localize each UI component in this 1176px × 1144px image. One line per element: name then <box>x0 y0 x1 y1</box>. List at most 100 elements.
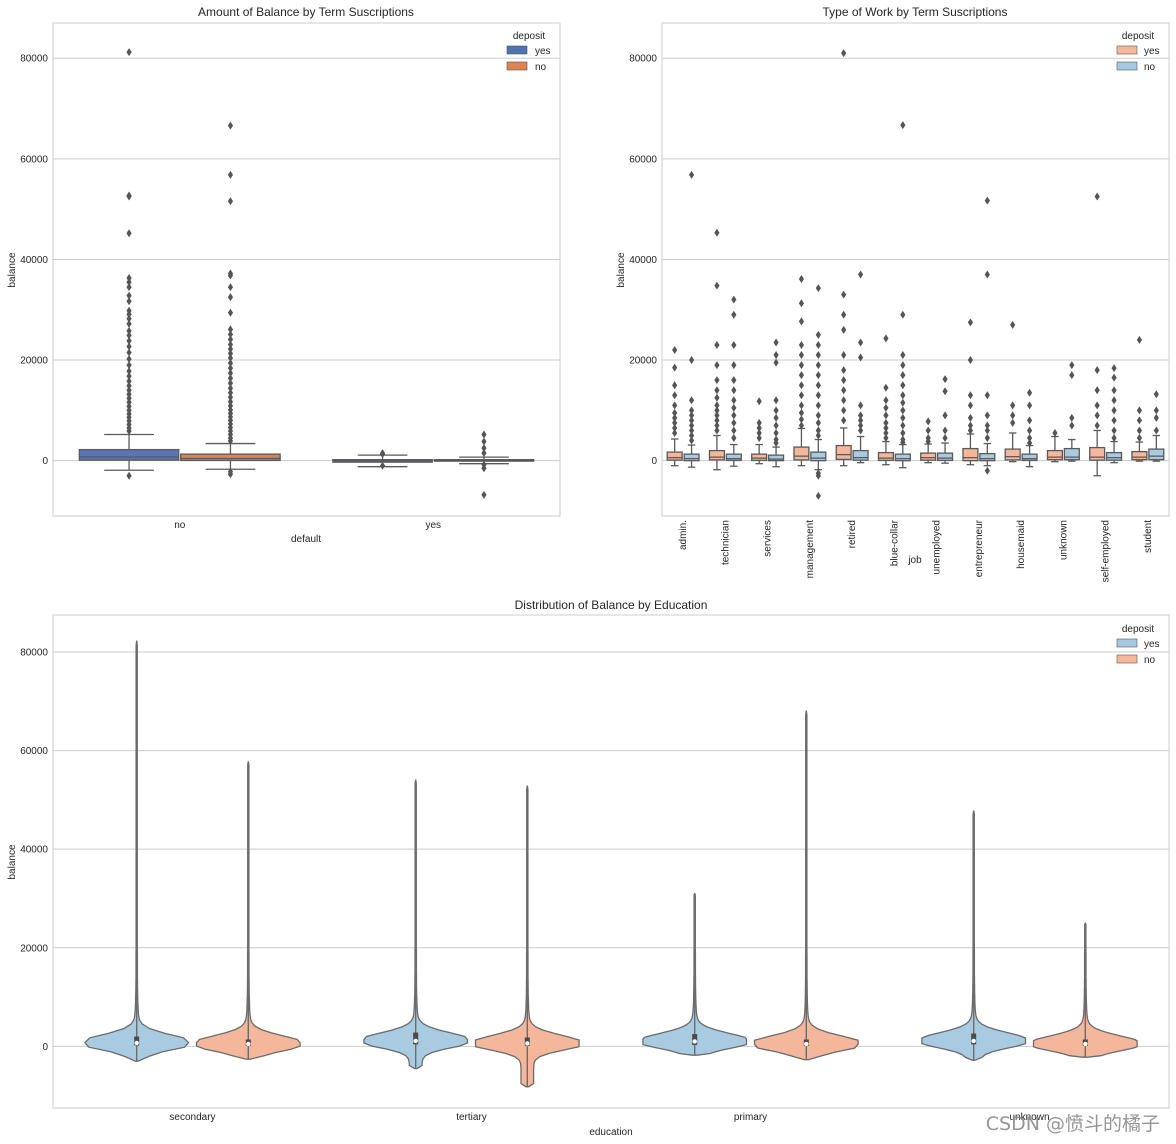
y-tick-label: 60000 <box>629 154 657 165</box>
outlier-point <box>984 434 990 443</box>
outlier-point <box>672 423 678 432</box>
outlier-point <box>126 372 132 381</box>
outlier-point <box>857 411 864 420</box>
outlier-point <box>688 406 695 415</box>
outlier-point <box>714 376 720 385</box>
x-tick-label: technician <box>720 520 731 565</box>
outlier-point <box>883 418 889 427</box>
outlier-point <box>1136 434 1143 443</box>
outlier-point <box>688 416 695 425</box>
outlier-point <box>967 318 974 327</box>
outlier-point <box>815 361 821 370</box>
outlier-point <box>126 297 132 306</box>
outlier-point <box>942 375 948 384</box>
outlier-point <box>773 338 779 347</box>
outlier-point <box>731 295 737 304</box>
x-tick-label: blue-collar <box>889 519 900 566</box>
violin-median <box>804 1041 809 1047</box>
outlier-point <box>688 411 695 420</box>
outlier-point <box>815 426 821 435</box>
outlier-point <box>126 390 132 399</box>
outlier-point <box>481 464 487 473</box>
outlier-point <box>925 417 931 426</box>
outlier-point <box>984 270 990 279</box>
outlier-point <box>798 415 805 424</box>
outlier-point <box>841 376 847 385</box>
panel-balance-by-term: Amount of Balance by Term Suscriptions 0… <box>7 5 561 545</box>
outlier-point <box>688 431 695 440</box>
y-axis-label: balance <box>616 252 627 287</box>
outlier-point <box>1153 413 1159 422</box>
outlier-point <box>688 436 695 445</box>
y-tick-label: 80000 <box>20 54 48 65</box>
outlier-point <box>942 426 948 435</box>
box-iqr <box>683 453 700 462</box>
outlier-point <box>731 340 737 349</box>
y-tick-label: 60000 <box>20 746 48 757</box>
outlier-point <box>967 421 974 430</box>
outlier-point <box>883 396 889 405</box>
x-tick-label: management <box>805 520 816 579</box>
outlier-point <box>1094 411 1100 420</box>
outlier-point <box>857 353 864 362</box>
chart-title: Type of Work by Term Suscriptions <box>823 5 1008 19</box>
outlier-point <box>227 340 234 349</box>
outlier-point <box>227 359 234 368</box>
outlier-point <box>1026 434 1033 443</box>
outlier-point <box>841 406 847 415</box>
watermark: CSDN @愤斗的橘子 <box>985 1113 1160 1135</box>
outlier-point <box>773 428 779 437</box>
outlier-point <box>227 335 234 344</box>
outlier-point <box>126 377 132 386</box>
box-no-technician <box>725 295 742 467</box>
violin-no-secondary <box>195 761 301 1060</box>
panel-work-by-term: Type of Work by Term Suscriptions 0 20000… <box>616 5 1170 582</box>
outlier-point <box>756 418 762 427</box>
y-axis-label: balance <box>7 844 18 879</box>
outlier-point <box>672 428 678 437</box>
outlier-point <box>798 361 805 370</box>
outlier-point <box>967 356 974 365</box>
box-iqr <box>1046 449 1064 461</box>
outlier-point <box>883 423 889 432</box>
legend-title: deposit <box>1122 31 1154 42</box>
outlier-point <box>883 434 889 443</box>
x-tick-label: no <box>174 520 186 531</box>
x-tick-label: housemaid <box>1016 520 1027 569</box>
outlier-point <box>1026 401 1033 410</box>
box-iqr <box>1004 448 1021 461</box>
outlier-point <box>798 340 805 349</box>
outlier-point <box>1052 428 1058 437</box>
outlier-point <box>714 361 720 370</box>
y-axis-label: balance <box>7 252 18 287</box>
outlier-point <box>126 361 132 370</box>
outlier-point <box>481 444 487 453</box>
outlier-point <box>841 396 847 405</box>
outlier-point <box>227 354 234 363</box>
outlier-point <box>815 401 821 410</box>
box-iqr <box>920 452 937 461</box>
outlier-point <box>773 439 779 448</box>
outlier-point <box>126 48 132 57</box>
outlier-point <box>756 423 762 432</box>
outlier-point <box>967 426 974 435</box>
outlier-point <box>227 374 234 383</box>
plot-frame <box>52 22 561 517</box>
y-tick-label: 20000 <box>629 356 657 367</box>
outlier-point <box>1136 426 1143 435</box>
outlier-point <box>227 470 234 479</box>
outlier-point <box>379 461 386 470</box>
x-tick-label: yes <box>425 520 441 531</box>
outlier-point <box>815 330 821 339</box>
outlier-point <box>942 434 948 443</box>
box-yes-self-employed <box>1089 192 1106 477</box>
outlier-point <box>967 413 974 422</box>
box-iqr <box>1063 447 1080 461</box>
box-yes-entrepreneur <box>962 318 979 466</box>
outlier-point <box>900 381 906 390</box>
outlier-point <box>984 426 990 435</box>
box-no-blue-collar <box>894 121 911 469</box>
outlier-point <box>798 275 805 284</box>
outlier-point <box>942 411 948 420</box>
outlier-point <box>126 348 132 357</box>
